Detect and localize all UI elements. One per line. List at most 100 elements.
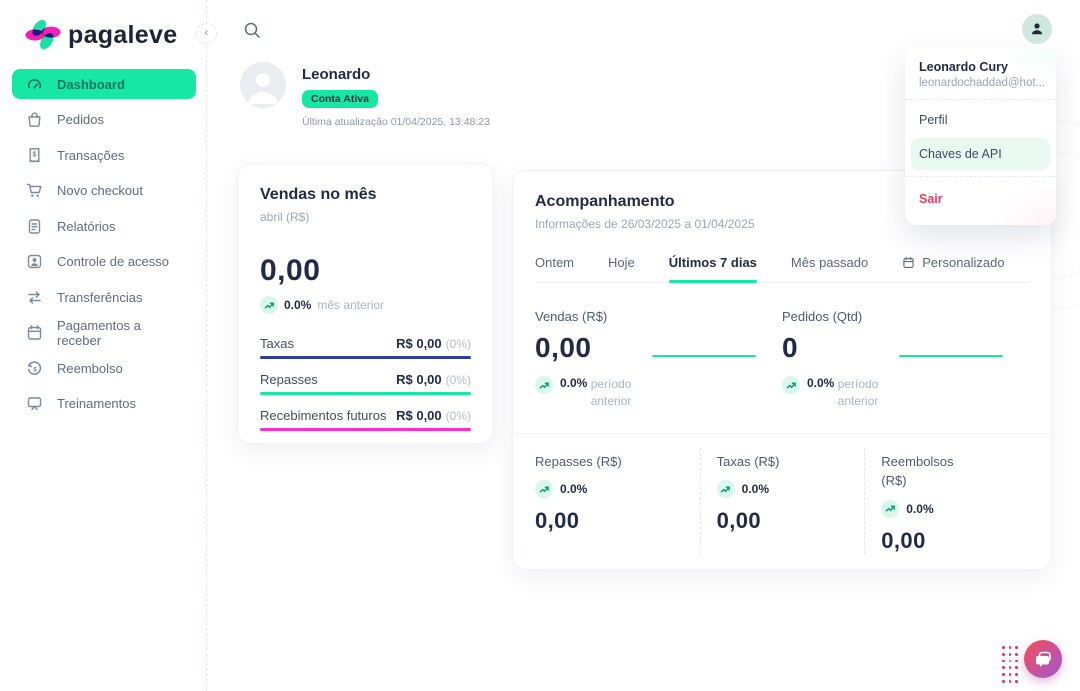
metric-label: Repasses	[260, 372, 318, 387]
metric-pct: (0%)	[445, 409, 471, 423]
trend-up-icon	[782, 376, 800, 394]
chat-bubble-icon	[1036, 651, 1051, 668]
calendar-icon	[26, 324, 43, 341]
stat-value: 0,00	[535, 508, 580, 534]
tab-hoje[interactable]: Hoje	[608, 255, 635, 282]
metric-underline	[260, 428, 471, 431]
training-icon	[26, 395, 43, 412]
sidebar-item-controle-de-acesso[interactable]: Controle de acesso	[12, 247, 196, 277]
transfer-icon	[26, 289, 43, 306]
svg-text:$: $	[33, 366, 37, 373]
report-icon	[26, 218, 43, 235]
sidebar-item-novo-checkout[interactable]: Novo checkout	[12, 176, 196, 206]
acompanhamento-subtitle: Informações de 26/03/2025 a 01/04/2025	[535, 217, 755, 231]
metric-value: R$ 0,00	[396, 336, 442, 351]
tab-ontem[interactable]: Ontem	[535, 255, 574, 282]
menu-item-perfil[interactable]: Perfil	[919, 113, 948, 127]
sidebar-item-label: Pedidos	[57, 112, 104, 127]
chat-drag-dots[interactable]	[1002, 646, 1018, 683]
metric-pct: (0%)	[445, 373, 471, 387]
period-tabs: Ontem Hoje Últimos 7 dias Mês passado Person…	[535, 255, 1029, 283]
sidebar-item-reembolso[interactable]: $ Reembolso	[12, 353, 196, 383]
trend-up-icon	[535, 480, 553, 499]
sidebar-item-label: Novo checkout	[57, 183, 143, 198]
calendar-icon	[902, 256, 915, 269]
user-header: Leonardo Conta Ativa Última atualização …	[240, 62, 490, 128]
acompanhamento-card: Acompanhamento Informações de 26/03/2025…	[512, 170, 1052, 570]
secondary-stat-repasses-r-: Repasses (R$) 0.0% 0,00	[535, 448, 700, 554]
stat-label: Reembolsos (R$)	[881, 453, 954, 489]
tab-label: Últimos 7 dias	[668, 255, 757, 270]
vendas-row-taxas: Taxas R$ 0,00 (0%)	[260, 336, 471, 359]
flat-sparkline	[652, 354, 756, 357]
bag-icon	[26, 111, 43, 128]
receipt-icon: $	[26, 147, 43, 164]
metric-value: R$ 0,00	[396, 372, 442, 387]
tab-label: Ontem	[535, 255, 575, 270]
vendas-total-value: 0,00	[260, 254, 321, 287]
sidebar-item-dashboard[interactable]: Dashboard	[12, 69, 196, 99]
stat-trend-pct: 0.0%	[741, 482, 769, 497]
pagaleve-flower-icon	[25, 19, 61, 50]
sidebar: pagaleve ‹ Dashboard Pedidos $ Transações No…	[0, 0, 217, 691]
metric-value: R$ 0,00	[396, 408, 442, 423]
chat-widget-button[interactable]	[1024, 640, 1062, 678]
vendas-trend: 0.0% mês anterior	[260, 296, 471, 314]
sidebar-item-label: Transferências	[57, 289, 143, 305]
tab--ltimos-7-dias[interactable]: Últimos 7 dias	[668, 255, 758, 283]
metric-underline	[260, 356, 471, 359]
sidebar-item-pedidos[interactable]: Pedidos	[12, 105, 196, 135]
stat-value: 0,00	[881, 527, 926, 553]
menu-user-name: Leonardo Cury	[919, 60, 1008, 74]
stat-trend-label: período anterior	[837, 377, 879, 409]
acompanhamento-title: Acompanhamento	[535, 193, 675, 210]
person-icon	[1031, 23, 1043, 35]
sidebar-item-label: Pagamentos a receber	[57, 317, 141, 348]
primary-stat-vendas-r-: Vendas (R$) 0,00 0.0% período anterior	[535, 309, 782, 411]
stats-divider	[513, 432, 1051, 434]
user-name: Leonardo	[302, 66, 371, 83]
tab-personalizado[interactable]: Personalizado	[902, 255, 1005, 282]
sidebar-item-transa-es[interactable]: $ Transações	[12, 140, 196, 170]
sidebar-menu: Dashboard Pedidos $ Transações Novo checkout…	[12, 69, 196, 424]
menu-user-email: leonardochaddad@hot...	[919, 77, 1046, 89]
sidebar-item-label: Dashboard	[57, 76, 125, 92]
menu-divider	[905, 99, 1056, 100]
stat-trend-pct: 0.0%	[906, 501, 934, 516]
vendas-card-title: Vendas no mês	[260, 186, 377, 203]
sidebar-item-treinamentos[interactable]: Treinamentos	[12, 389, 196, 419]
vendas-row-recebimentos-futuros: Recebimentos futuros R$ 0,00 (0%)	[260, 408, 471, 431]
tab-m-s-passado[interactable]: Mês passado	[791, 255, 868, 282]
secondary-stat-taxas-r-: Taxas (R$) 0.0% 0,00	[699, 447, 865, 554]
vendas-card: Vendas no mês abril (R$) 0,00 0.0% mês a…	[237, 163, 494, 444]
user-icon	[26, 253, 43, 270]
stat-value: 0	[782, 332, 799, 363]
vendas-metric-rows: Taxas R$ 0,00 (0%) Repasses R$ 0,00 (0%) Receb…	[260, 336, 471, 431]
primary-stat-pedidos-qtd-: Pedidos (Qtd) 0 0.0% período anterior	[782, 309, 1029, 411]
sidebar-collapse-button[interactable]: ‹	[196, 23, 217, 44]
svg-text:$: $	[33, 151, 37, 158]
sidebar-item-relat-rios[interactable]: Relatórios	[12, 211, 196, 241]
stat-trend-label: período anterior	[590, 377, 632, 409]
sidebar-item-pagamentos-a-receber[interactable]: Pagamentos a receber	[12, 318, 196, 348]
sidebar-item-label: Controle de acesso	[57, 254, 170, 269]
metric-label: Taxas	[260, 336, 294, 351]
stat-label: Vendas (R$)	[535, 309, 608, 324]
metric-underline	[260, 392, 471, 395]
sidebar-item-transfer-ncias[interactable]: Transferências	[12, 282, 196, 312]
secondary-stat-reembolsos-r-: Reembolsos (R$) 0.0% 0,00	[864, 447, 1029, 554]
last-update-text: Última atualização 01/04/2025, 13:48:23	[302, 116, 490, 128]
menu-item-chaves-de-api[interactable]: Chaves de API	[911, 138, 1050, 170]
tab-label: Mês passado	[790, 255, 869, 270]
search-icon[interactable]	[243, 21, 261, 39]
cart-icon	[26, 182, 43, 199]
profile-avatar-button[interactable]	[1022, 14, 1052, 44]
vendas-trend-pct: 0.0%	[284, 298, 312, 312]
menu-item-sair[interactable]: Sair	[919, 192, 943, 206]
stat-trend-pct: 0.0%	[560, 482, 588, 497]
trend-up-icon	[881, 499, 900, 518]
flat-sparkline	[899, 354, 1003, 357]
sidebar-item-label: Relatórios	[57, 218, 116, 234]
gauge-icon	[26, 76, 43, 93]
